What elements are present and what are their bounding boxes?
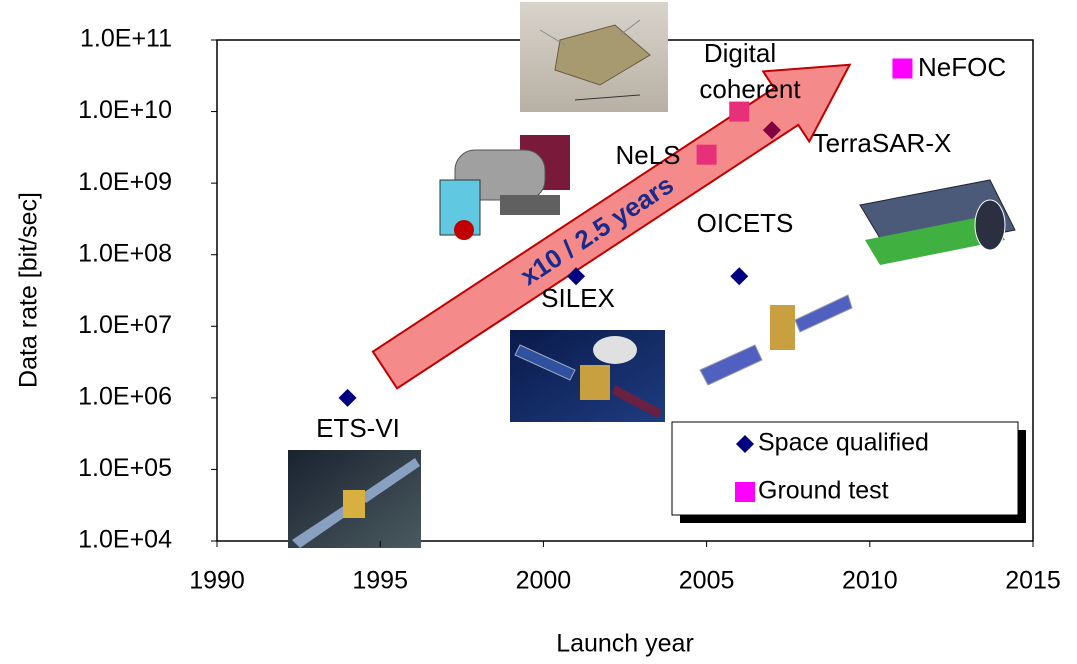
data-point — [762, 121, 781, 140]
y-tick-label: 1.0E+08 — [78, 239, 172, 267]
photo-ets-vi — [288, 450, 421, 548]
point-label: NeLS — [615, 140, 680, 170]
data-point — [729, 101, 750, 122]
point-label: OICETS — [697, 208, 794, 238]
photo-device — [520, 2, 668, 112]
point-label: Digital — [704, 38, 776, 68]
photo-terminal — [439, 135, 570, 240]
y-tick-label: 1.0E+11 — [80, 25, 172, 53]
data-point — [730, 267, 749, 286]
point-label: coherent — [699, 74, 801, 104]
point-label: NeFOC — [918, 52, 1006, 82]
data-point — [892, 58, 913, 79]
legend-items: Space qualified Ground test — [735, 429, 929, 505]
legend-label: Ground test — [758, 477, 889, 505]
legend-label: Space qualified — [758, 429, 929, 457]
photo-oicets — [695, 290, 853, 390]
legend-marker — [735, 482, 755, 502]
y-tick-label: 1.0E+05 — [78, 454, 172, 482]
legend-marker — [736, 435, 754, 453]
photo-silex — [510, 330, 665, 422]
data-point — [338, 388, 357, 407]
x-tick-label: 2010 — [842, 567, 898, 595]
x-tick-label: 1995 — [352, 567, 408, 595]
x-tick-label: 2005 — [679, 567, 735, 595]
trend-arrow — [371, 63, 852, 390]
point-label: TerraSAR-X — [813, 128, 952, 158]
x-axis-title: Launch year — [556, 630, 694, 658]
y-axis-title: Data rate [bit/sec] — [15, 192, 43, 388]
point-label: ETS-VI — [316, 413, 400, 443]
y-tick-label: 1.0E+07 — [78, 311, 172, 339]
y-tick-label: 1.0E+06 — [78, 382, 172, 410]
x-tick-label: 1990 — [189, 567, 245, 595]
data-point — [696, 144, 717, 165]
point-label: SILEX — [541, 283, 615, 313]
x-tick-label: 2000 — [516, 567, 572, 595]
legend — [671, 421, 1019, 516]
photo-terrasar-x — [858, 175, 1020, 275]
y-tick-label: 1.0E+04 — [78, 526, 172, 554]
x-tick-label: 2015 — [1005, 567, 1061, 595]
data-point — [567, 267, 586, 286]
y-tick-label: 1.0E+09 — [78, 168, 172, 196]
y-tick-label: 1.0E+10 — [78, 96, 172, 124]
